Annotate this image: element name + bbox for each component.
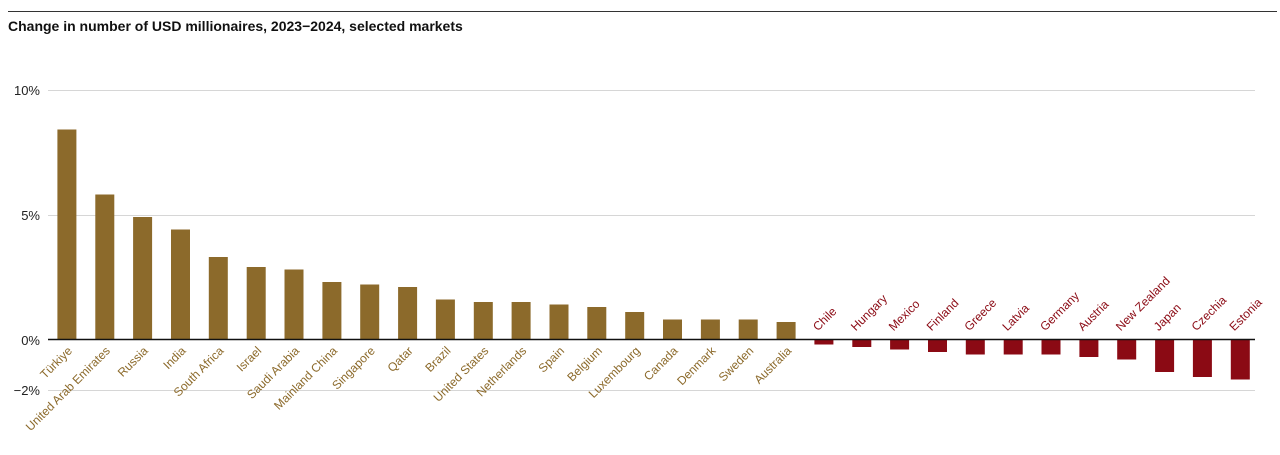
y-tick-label: 5% — [21, 208, 40, 223]
category-label: Spain — [536, 344, 568, 376]
top-rule — [8, 11, 1277, 12]
category-label: Hungary — [848, 292, 890, 334]
chart-title: Change in number of USD millionaires, 20… — [8, 18, 463, 34]
category-label: Greece — [962, 296, 1000, 334]
category-label: Türkiye — [37, 343, 75, 381]
y-tick-label: 10% — [14, 83, 40, 98]
bar — [1079, 339, 1099, 357]
bar — [1117, 339, 1137, 360]
bar — [1192, 339, 1212, 377]
bar — [852, 339, 872, 347]
category-label: Sweden — [716, 344, 757, 385]
bar — [511, 302, 531, 340]
bar — [473, 302, 493, 340]
bar — [284, 269, 304, 340]
bar — [549, 304, 569, 340]
category-label: Mexico — [886, 297, 923, 334]
bar — [208, 257, 228, 340]
category-label: Latvia — [999, 301, 1032, 334]
bar — [322, 282, 342, 340]
category-label: Germany — [1037, 289, 1082, 334]
category-label: Russia — [115, 343, 151, 379]
bar — [133, 217, 153, 340]
bar — [776, 322, 796, 340]
bar — [625, 312, 645, 340]
bar — [57, 129, 77, 340]
bar — [587, 307, 607, 340]
grid-layer — [48, 90, 1255, 391]
category-label: Czechia — [1189, 293, 1230, 334]
bar — [360, 284, 380, 340]
bar — [700, 319, 720, 340]
category-label: Australia — [751, 343, 794, 386]
category-label: Qatar — [385, 344, 416, 375]
category-label: Denmark — [674, 343, 719, 388]
bar-layer — [57, 129, 1250, 380]
bar — [928, 339, 947, 352]
category-label: India — [160, 343, 189, 372]
bar — [738, 319, 758, 340]
bar — [663, 319, 682, 340]
y-tick-label: 0% — [21, 333, 40, 348]
bar — [890, 339, 910, 350]
bar — [95, 194, 115, 340]
bar — [398, 287, 418, 340]
category-label: Austria — [1075, 297, 1112, 334]
category-label: Finland — [924, 296, 962, 334]
bar — [965, 339, 985, 355]
y-tick-label: −2% — [14, 383, 41, 398]
category-label: Brazil — [422, 344, 453, 375]
bar — [1230, 339, 1250, 380]
bar — [1155, 339, 1175, 372]
category-label: Israel — [234, 344, 265, 375]
category-label: Japan — [1151, 301, 1184, 334]
bar — [435, 299, 455, 340]
category-label: Estonia — [1227, 295, 1265, 333]
bar — [1041, 339, 1061, 355]
category-label: Chile — [810, 304, 839, 333]
bar — [814, 339, 834, 345]
bar — [171, 229, 190, 340]
bar — [1003, 339, 1023, 355]
bar — [246, 267, 266, 340]
